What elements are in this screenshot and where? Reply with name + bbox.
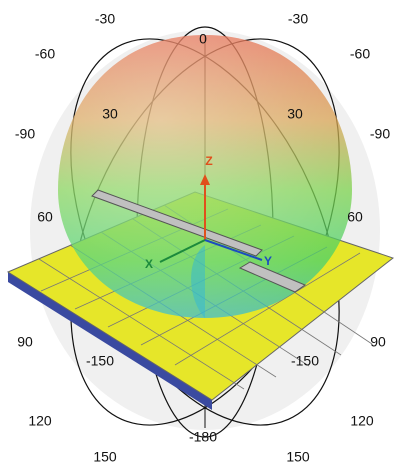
angle-label: -150 [86, 353, 114, 369]
angle-label: 120 [28, 413, 52, 429]
angle-label: 60 [37, 209, 53, 225]
angle-label: 150 [286, 449, 310, 465]
angle-label: -90 [15, 126, 35, 142]
angle-label: 30 [287, 106, 303, 122]
axis-triad [159, 174, 263, 263]
angle-label: -150 [291, 353, 319, 369]
angle-label: 120 [350, 413, 374, 429]
angle-label: 60 [347, 209, 363, 225]
axis-label: Z [205, 154, 212, 168]
antenna [91, 189, 307, 293]
angle-label: 30 [102, 106, 118, 122]
axis-label: Y [264, 254, 272, 268]
angle-label: 150 [93, 449, 117, 465]
angle-labels: -30 -30 0 -60 -60 30 30 -90 -90 60 60 90 90 -150 -150 1… [15, 11, 390, 465]
angle-label: 0 [199, 31, 207, 47]
angle-label: -90 [370, 126, 390, 142]
angle-label: -180 [189, 429, 217, 445]
angle-label: -30 [288, 11, 308, 27]
angle-label: -60 [350, 46, 370, 62]
angle-label: 90 [370, 334, 386, 350]
angle-label: -30 [95, 11, 115, 27]
axis-label: X [145, 257, 153, 271]
angle-label: 90 [17, 334, 33, 350]
angle-label: -60 [35, 46, 55, 62]
